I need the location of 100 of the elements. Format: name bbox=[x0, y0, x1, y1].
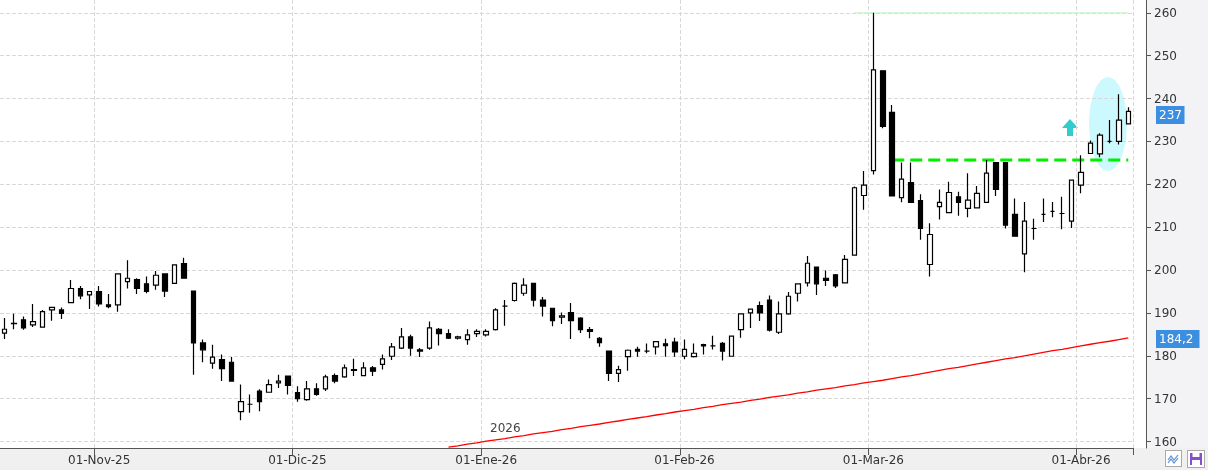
candlestick bbox=[265, 378, 273, 394]
candlestick bbox=[190, 290, 197, 376]
y-tick-label: 230 bbox=[1154, 134, 1177, 149]
candlestick bbox=[898, 161, 905, 203]
candlestick bbox=[841, 254, 849, 284]
candlestick bbox=[567, 302, 575, 340]
candlestick bbox=[1125, 106, 1132, 125]
candlestick bbox=[917, 193, 924, 241]
candlestick bbox=[473, 328, 481, 338]
candlestick bbox=[322, 374, 329, 392]
candlestick bbox=[20, 315, 27, 331]
candlestick bbox=[313, 382, 320, 397]
y-tick-label: 240 bbox=[1154, 91, 1177, 106]
candlestick bbox=[501, 299, 509, 327]
candlestick bbox=[700, 343, 707, 356]
candlestick bbox=[388, 342, 396, 361]
candlestick bbox=[426, 320, 433, 351]
y-tick-label: 220 bbox=[1154, 177, 1177, 192]
candlestick bbox=[964, 172, 972, 218]
candlestick bbox=[105, 293, 112, 309]
candlestick bbox=[794, 283, 802, 302]
candlestick bbox=[558, 311, 566, 325]
y-tick-label: 260 bbox=[1154, 5, 1177, 20]
candlestick bbox=[48, 306, 56, 322]
candlestick bbox=[180, 257, 188, 279]
candlestick bbox=[199, 338, 207, 363]
candlestick bbox=[143, 275, 150, 294]
candlestick bbox=[511, 281, 518, 302]
candlestick bbox=[728, 335, 735, 357]
candlestick bbox=[690, 342, 698, 359]
candlestick bbox=[983, 159, 990, 203]
candlestick bbox=[445, 328, 452, 340]
candlestick bbox=[237, 383, 245, 421]
candlestick bbox=[1040, 197, 1047, 223]
candlestick bbox=[303, 380, 311, 402]
candlestick bbox=[1058, 196, 1066, 230]
candlestick bbox=[907, 161, 915, 203]
candlestick bbox=[256, 388, 263, 412]
candlestick bbox=[860, 170, 868, 211]
candlestick bbox=[331, 372, 339, 384]
candlestick bbox=[454, 335, 462, 341]
candlestick bbox=[851, 185, 858, 256]
x-tick-label: 01-Mar-26 bbox=[842, 453, 904, 467]
candlestick bbox=[294, 385, 301, 403]
candlestick bbox=[662, 338, 669, 358]
text: 184,2 bbox=[1159, 332, 1194, 346]
y-tick-label: 200 bbox=[1154, 263, 1177, 278]
candlestick bbox=[955, 191, 962, 217]
candlestick bbox=[615, 365, 622, 383]
y-tick-label: 210 bbox=[1154, 220, 1177, 235]
candlestick bbox=[671, 337, 679, 358]
candlestick bbox=[86, 290, 93, 310]
candlestick bbox=[624, 348, 632, 372]
candlestick bbox=[133, 277, 141, 295]
candlestick bbox=[228, 356, 235, 382]
candlestick bbox=[643, 342, 651, 354]
candlestick bbox=[360, 361, 367, 377]
x-tick-label: 01-Ene-26 bbox=[455, 453, 518, 467]
candlestick bbox=[1106, 119, 1113, 144]
candlestick bbox=[435, 327, 443, 347]
candlestick bbox=[218, 353, 226, 382]
candlestick bbox=[341, 363, 348, 379]
candlestick bbox=[888, 104, 896, 197]
candlestick bbox=[124, 259, 131, 290]
x-tick-label: 01-Dic-25 bbox=[268, 453, 327, 467]
candlestick bbox=[1002, 161, 1009, 230]
candlestick bbox=[756, 300, 764, 322]
candlestick bbox=[1, 317, 8, 340]
x-tick-label: 01-Feb-26 bbox=[654, 453, 715, 467]
candlestick bbox=[379, 353, 386, 371]
candlestick bbox=[58, 306, 65, 320]
y-tick-label: 250 bbox=[1154, 48, 1177, 63]
candlestick bbox=[1077, 154, 1085, 194]
candlestick bbox=[926, 222, 934, 278]
candlestick bbox=[596, 336, 603, 348]
candlestick bbox=[634, 346, 641, 358]
candlestick bbox=[77, 285, 84, 300]
candlestick bbox=[804, 255, 811, 287]
candlestick bbox=[1096, 132, 1104, 158]
candlestick bbox=[681, 338, 688, 360]
candlestick bbox=[482, 328, 490, 338]
candlestick bbox=[67, 279, 75, 304]
candlestick bbox=[539, 296, 547, 317]
candlestick bbox=[709, 335, 717, 350]
candlestick bbox=[737, 313, 745, 339]
candlestick bbox=[492, 307, 499, 332]
x-tick-label: 01-Nov-25 bbox=[67, 453, 131, 467]
candlestick bbox=[1068, 179, 1075, 229]
candlestick bbox=[275, 374, 282, 389]
line-series bbox=[447, 337, 1129, 448]
x-tick-label: 01-Abr-26 bbox=[1051, 453, 1111, 467]
candlestick bbox=[652, 340, 660, 356]
candlestick bbox=[973, 185, 981, 209]
candlestick bbox=[1030, 218, 1038, 241]
candlestick bbox=[719, 341, 726, 362]
candlestick bbox=[407, 334, 414, 357]
candlestick bbox=[832, 273, 839, 289]
candlestick bbox=[161, 273, 169, 298]
candlestick bbox=[1115, 93, 1123, 146]
candlestick bbox=[992, 161, 1000, 197]
